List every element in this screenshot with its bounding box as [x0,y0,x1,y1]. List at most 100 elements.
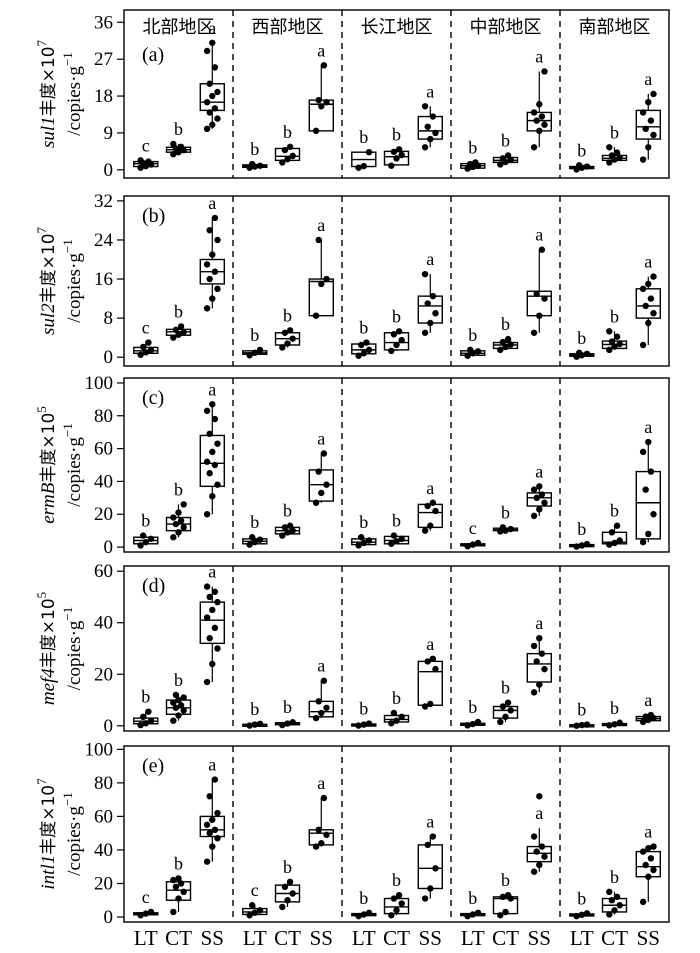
panel-b: 0 8 16 24 32 (b) c b a b b a b b a b b a b b a sul2丰度×107/cop… [34,191,670,368]
data-point [355,352,362,359]
box-lt: b [351,127,377,171]
data-point [606,722,613,729]
box-lt: c [242,880,268,919]
data-point [318,840,325,847]
box-ct: b [492,130,519,168]
data-point [140,532,147,539]
data-point [639,448,647,456]
box-ct: b [601,698,628,729]
data-point [206,80,213,87]
x-tick-label: CT [492,926,519,950]
data-point [145,339,152,346]
data-point [639,109,647,116]
data-point [530,486,538,493]
data-point [464,543,471,550]
data-point [147,717,155,724]
data-point [469,720,476,728]
data-point [429,833,437,840]
panel-label: (d) [142,575,165,597]
significance-letter: a [535,46,543,66]
y-tick-label: 36 [94,12,113,33]
y-tick-label: 27 [94,49,113,70]
data-point [388,347,395,355]
box-ss: a [635,252,661,349]
x-tick-label: SS [310,926,333,950]
data-point [175,509,182,516]
significance-letter: a [535,225,543,245]
box-lt: b [460,137,486,172]
data-point [214,598,221,606]
data-point [474,909,482,916]
data-point [312,312,320,319]
data-point [639,538,647,546]
significance-letter: a [426,634,434,654]
box-lt: b [351,699,377,729]
y-tick-label: 9 [104,123,114,144]
data-point [613,893,621,901]
significance-letter: b [501,502,510,522]
significance-letter: b [501,130,510,150]
data-point [507,525,514,533]
data-point [533,658,540,665]
significance-letter: a [208,379,216,399]
box-lt: c [133,318,159,358]
y-tick-label: 20 [94,873,113,894]
significance-letter: b [283,122,292,142]
y-axis-label: sul2丰度×107 [34,226,59,335]
data-point [464,912,471,920]
data-point [214,115,221,122]
data-point [315,96,322,104]
data-point [541,853,548,860]
data-point [645,438,652,446]
data-point [203,583,211,590]
data-point [616,902,623,909]
box-ss: a [199,379,225,518]
significance-letter: a [317,773,325,793]
data-point [180,501,187,508]
box-ct: b [601,122,628,166]
data-point [424,658,431,665]
data-point [616,537,623,544]
data-point [172,883,180,890]
significance-letter: b [359,318,368,338]
significance-letter: c [251,880,259,900]
data-point [320,62,328,69]
iqr-box [635,850,661,878]
box-ss: a [417,634,443,710]
data-point [583,540,591,548]
data-point [145,708,152,715]
data-point [203,305,211,312]
box-ct: b [274,305,301,351]
y-tick-label: 40 [94,840,113,861]
data-point [474,539,482,547]
data-point [214,236,221,244]
data-point [650,843,657,850]
data-point [312,714,320,722]
data-point [320,794,328,802]
panel-label: (b) [142,205,165,227]
data-point [398,900,405,907]
data-point [170,699,177,706]
data-point [281,524,289,531]
data-point [279,903,286,911]
data-point [398,151,405,159]
data-point [170,140,177,148]
data-point [427,319,434,327]
data-point [429,499,437,506]
data-point [289,890,296,897]
data-point [504,152,512,159]
data-point [203,858,211,865]
data-point [647,295,655,302]
data-point [203,407,211,415]
data-point [177,323,185,330]
significance-letter: b [283,857,292,877]
data-point [645,319,652,327]
data-point [320,450,328,457]
box-lt: b [133,687,159,729]
y-tick-label: 20 [94,504,113,525]
data-point [172,520,180,528]
significance-letter: b [468,137,477,157]
data-point [365,346,373,354]
data-point [429,113,437,120]
data-point [432,665,439,673]
